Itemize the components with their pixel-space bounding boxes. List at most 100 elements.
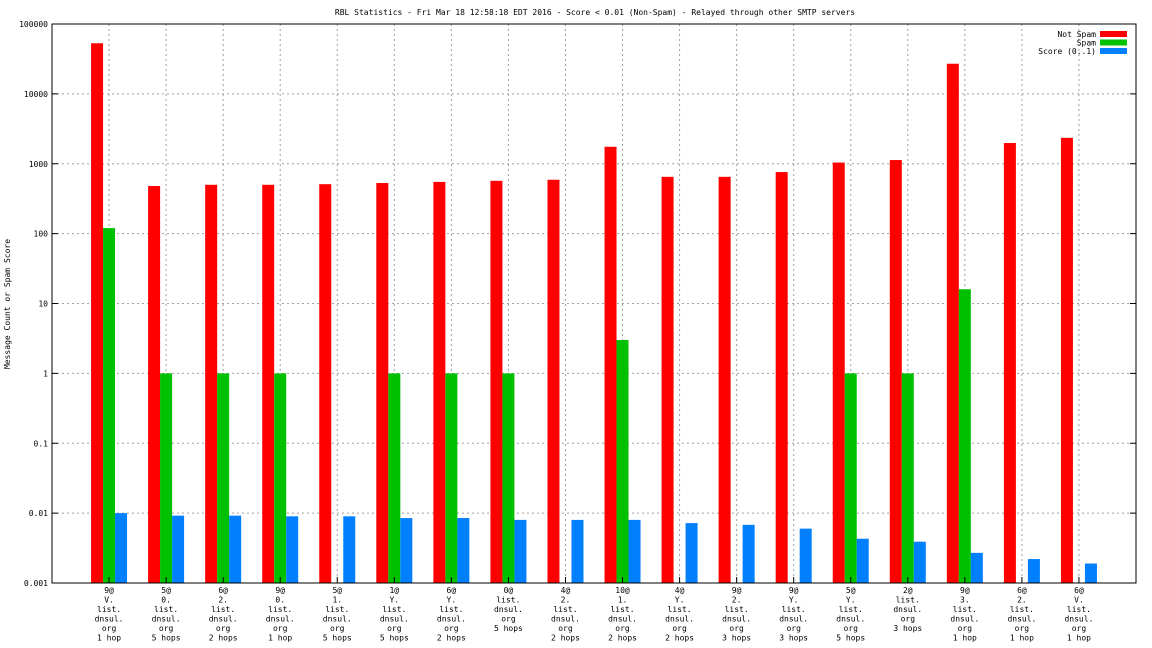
bar-score-0-1 [571, 519, 584, 583]
x-tick-label: 0@ [504, 586, 514, 595]
x-tick-label: 2 hops [209, 634, 238, 643]
x-tick-label: dnsul. [152, 615, 181, 624]
x-tick-label: list. [1067, 605, 1091, 614]
x-tick-label: list. [725, 605, 749, 614]
bar-score-0-1 [685, 523, 698, 583]
bar-not-spam [490, 180, 503, 584]
x-tick-label: org [444, 624, 459, 633]
x-tick-label: dnsul. [323, 615, 352, 624]
x-tick-label: dnsul. [551, 615, 580, 624]
y-tick-label: 100 [34, 230, 49, 239]
y-tick-label: 10000 [24, 90, 48, 99]
x-tick-label: 2. [218, 596, 228, 605]
y-tick-label: 0.1 [34, 439, 49, 448]
x-tick-label: dnsul. [209, 615, 238, 624]
x-tick-label: list. [325, 605, 349, 614]
bar-score-0-1 [457, 518, 470, 583]
x-tick-label: 6@ [1017, 586, 1027, 595]
x-tick-label: list. [839, 605, 863, 614]
x-tick-label: 3. [960, 596, 970, 605]
bars [91, 43, 1097, 584]
bar-spam [274, 373, 287, 583]
x-tick-label: list. [439, 605, 463, 614]
bar-score-0-1 [343, 516, 356, 583]
bar-not-spam [832, 162, 845, 583]
y-tick-label: 100000 [19, 20, 48, 29]
x-tick-label: list. [268, 605, 292, 614]
bar-not-spam [775, 172, 788, 583]
x-tick-label: list. [668, 605, 692, 614]
x-tick-label: dnsul. [608, 615, 637, 624]
x-tick-label: Y. [789, 596, 799, 605]
x-tick-label: list. [782, 605, 806, 614]
x-tick-label: 5@ [161, 586, 171, 595]
x-tick-label: list. [154, 605, 178, 614]
x-tick-label: 2. [561, 596, 571, 605]
x-tick-label: org [958, 624, 973, 633]
x-tick-label: org [558, 624, 573, 633]
bar-score-0-1 [628, 519, 641, 583]
legend-swatch [1100, 48, 1127, 54]
x-tick-label: 6@ [447, 586, 457, 595]
bar-score-0-1 [172, 515, 185, 583]
x-tick-label: org [1072, 624, 1087, 633]
x-tick-label: dnsul. [836, 615, 865, 624]
x-tick-label: org [615, 624, 630, 633]
x-tick-label: 1 hop [268, 634, 292, 643]
bar-not-spam [262, 184, 275, 583]
y-tick-label: 0.01 [29, 509, 48, 518]
bar-spam [502, 373, 515, 583]
x-tick-label: org [729, 624, 744, 633]
x-tick-label: 9@ [732, 586, 742, 595]
bar-score-0-1 [229, 515, 242, 583]
bar-not-spam [547, 179, 560, 583]
x-tick-label: Y. [447, 596, 457, 605]
x-tick-label: Y. [846, 596, 856, 605]
x-tick-label: 2@ [903, 586, 913, 595]
x-tick-label: 5 hops [836, 634, 865, 643]
x-tick-label: list. [211, 605, 235, 614]
x-tick-label: dnsul. [950, 615, 979, 624]
y-axis-label: Message Count or Spam Score [3, 239, 12, 369]
bar-not-spam [376, 183, 389, 583]
x-tick-label: dnsul. [665, 615, 694, 624]
x-tick-label: 1. [618, 596, 628, 605]
bar-score-0-1 [913, 541, 926, 583]
x-tick-label: list. [610, 605, 634, 614]
x-tick-label: Y. [389, 596, 399, 605]
x-tick-label: dnsul. [95, 615, 124, 624]
bar-score-0-1 [286, 516, 299, 583]
x-tick-label: dnsul. [1007, 615, 1036, 624]
x-tick-label: list. [97, 605, 121, 614]
x-tick-label: 0. [275, 596, 285, 605]
x-tick-label: org [330, 624, 345, 633]
x-tick-label: dnsul. [779, 615, 808, 624]
x-tick-label: 3 hops [722, 634, 751, 643]
bar-score-0-1 [1027, 559, 1040, 583]
x-tick-label: org [786, 624, 801, 633]
x-tick-label: 1. [332, 596, 342, 605]
x-tick-label: 5 hops [152, 634, 181, 643]
x-tick-label: dnsul. [266, 615, 295, 624]
x-tick-label: 5@ [846, 586, 856, 595]
bar-not-spam [205, 184, 218, 583]
x-tick-label: 0. [161, 596, 171, 605]
x-tick-label: org [672, 624, 687, 633]
legend-label: Not Spam [1057, 30, 1096, 39]
x-tick-label: 1@ [389, 586, 399, 595]
x-tick-label: 2. [732, 596, 742, 605]
x-tick-label: list. [896, 596, 920, 605]
x-tick-label: 5 hops [380, 634, 409, 643]
x-tick-label: org [1015, 624, 1030, 633]
x-tick-label: 2 hops [608, 634, 637, 643]
bar-not-spam [319, 184, 332, 583]
x-tick-label: 9@ [960, 586, 970, 595]
bar-spam [958, 289, 971, 583]
x-tick-label: 1 hop [1010, 634, 1034, 643]
x-tick-label: org [273, 624, 288, 633]
y-tick-label: 1000 [29, 160, 48, 169]
x-tick-label: org [216, 624, 231, 633]
x-tick-label: list. [553, 605, 577, 614]
x-tick-label: Y. [675, 596, 685, 605]
